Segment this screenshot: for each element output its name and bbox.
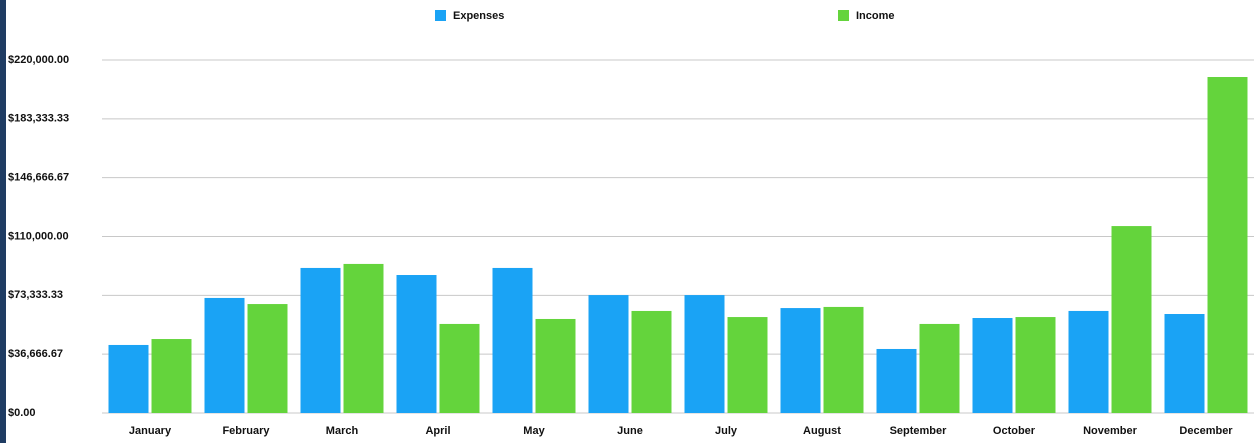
bar (396, 275, 437, 413)
left-border (0, 0, 6, 443)
x-tick-label: February (222, 425, 270, 437)
x-tick-label: August (803, 425, 841, 437)
x-tick-label: October (993, 425, 1036, 437)
bar (492, 267, 533, 413)
x-tick-label: July (715, 425, 738, 437)
bar (343, 263, 384, 413)
x-tick-label: December (1179, 425, 1233, 437)
y-tick-label: $73,333.33 (8, 289, 63, 301)
bar (972, 318, 1013, 413)
legend-swatch (838, 10, 849, 21)
bar (919, 323, 960, 413)
bar (108, 344, 149, 413)
y-tick-label: $0.00 (8, 407, 36, 419)
x-tick-label: September (890, 425, 948, 437)
bar (439, 323, 480, 413)
bar (1164, 313, 1205, 413)
bar (1015, 317, 1056, 413)
bar (1111, 226, 1152, 413)
x-tick-label: January (129, 425, 172, 437)
x-tick-label: June (617, 425, 643, 437)
bar (727, 317, 768, 413)
bar (204, 297, 245, 413)
x-tick-label: April (425, 425, 450, 437)
y-tick-label: $220,000.00 (8, 54, 69, 66)
bar (1207, 77, 1248, 413)
bar (780, 308, 821, 413)
bar (823, 306, 864, 413)
bar (300, 267, 341, 413)
bar (588, 295, 629, 413)
y-tick-label: $110,000.00 (8, 230, 69, 242)
bar (535, 318, 576, 413)
legend-swatch (435, 10, 446, 21)
bar (1068, 310, 1109, 413)
x-tick-label: March (326, 425, 359, 437)
legend-label: Expenses (453, 10, 504, 22)
x-tick-label: November (1083, 425, 1138, 437)
y-tick-label: $36,666.67 (8, 348, 63, 360)
bar (151, 339, 192, 413)
x-tick-label: May (523, 425, 545, 437)
bar (247, 304, 288, 413)
y-tick-label: $146,666.67 (8, 172, 69, 184)
bar (684, 295, 725, 413)
bar (876, 348, 917, 413)
legend-label: Income (856, 10, 895, 22)
bar (631, 310, 672, 413)
y-tick-label: $183,333.33 (8, 113, 69, 125)
